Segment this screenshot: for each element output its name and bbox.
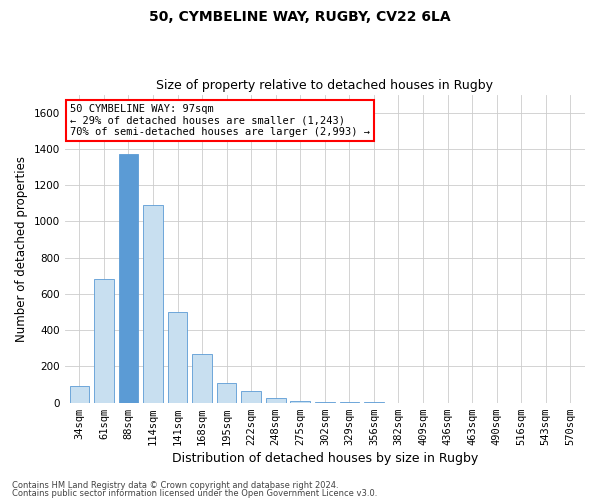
Bar	[192, 354, 212, 403]
Bar	[143, 205, 163, 402]
Title: Size of property relative to detached houses in Rugby: Size of property relative to detached ho…	[157, 79, 493, 92]
Bar	[119, 154, 138, 402]
Bar	[266, 398, 286, 402]
Bar	[70, 386, 89, 402]
Y-axis label: Number of detached properties: Number of detached properties	[15, 156, 28, 342]
Text: Contains HM Land Registry data © Crown copyright and database right 2024.: Contains HM Land Registry data © Crown c…	[12, 481, 338, 490]
Bar	[94, 280, 114, 402]
X-axis label: Distribution of detached houses by size in Rugby: Distribution of detached houses by size …	[172, 452, 478, 465]
Bar	[168, 312, 187, 402]
Bar	[290, 401, 310, 402]
Bar	[241, 391, 261, 402]
Bar	[217, 383, 236, 402]
Text: Contains public sector information licensed under the Open Government Licence v3: Contains public sector information licen…	[12, 488, 377, 498]
Text: 50, CYMBELINE WAY, RUGBY, CV22 6LA: 50, CYMBELINE WAY, RUGBY, CV22 6LA	[149, 10, 451, 24]
Text: 50 CYMBELINE WAY: 97sqm
← 29% of detached houses are smaller (1,243)
70% of semi: 50 CYMBELINE WAY: 97sqm ← 29% of detache…	[70, 104, 370, 137]
